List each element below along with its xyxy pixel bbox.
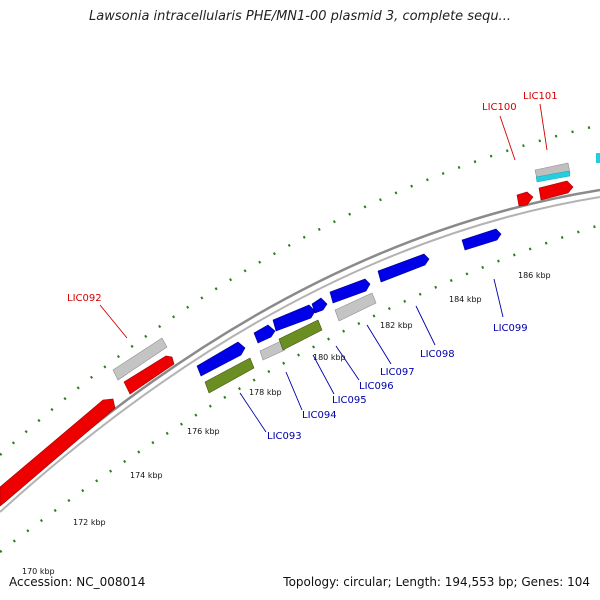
- feature-blue-2[interactable]: [253, 324, 276, 344]
- feature-blue-7[interactable]: [461, 228, 502, 251]
- leader-lic101: [539, 103, 548, 151]
- feature-blue-5[interactable]: [329, 278, 371, 304]
- leader-lic098: [415, 305, 436, 346]
- leader-lic096: [335, 345, 360, 381]
- scale-label-174: 174 kbp: [130, 471, 163, 480]
- feature-lic092-red[interactable]: [123, 355, 175, 395]
- topology-summary: Topology: circular; Length: 194,553 bp; …: [283, 575, 590, 589]
- backbone-outer: [0, 188, 600, 506]
- feature-lic101-red[interactable]: [538, 180, 574, 201]
- scale-label-172: 172 kbp: [73, 518, 106, 527]
- gene-label-lic094[interactable]: LIC094: [302, 410, 337, 421]
- gene-label-lic093[interactable]: LIC093: [267, 431, 302, 442]
- feature-green-1[interactable]: [204, 357, 255, 394]
- feature-blue-1[interactable]: [196, 341, 246, 377]
- gene-label-lic095[interactable]: LIC095: [332, 395, 367, 406]
- scale-label-178: 178 kbp: [249, 388, 282, 397]
- leader-lic093: [239, 392, 267, 433]
- leader-lic097: [366, 324, 392, 365]
- feature-lic101-cyan[interactable]: [535, 170, 571, 183]
- gene-label-lic092[interactable]: LIC092: [67, 293, 102, 304]
- accession-label: Accession: NC_008014: [9, 575, 146, 589]
- feature-blue-6[interactable]: [377, 253, 430, 283]
- leader-lic100: [499, 115, 516, 161]
- inner-tick-track: [0, 223, 600, 553]
- outer-tick-track: [0, 123, 600, 456]
- scale-label-184: 184 kbp: [449, 295, 482, 304]
- leader-lic099: [493, 278, 504, 318]
- feature-edge-cyan[interactable]: [596, 153, 600, 163]
- scale-label-180: 180 kbp: [313, 353, 346, 362]
- leader-lic095: [312, 354, 335, 395]
- feature-lic101-gray[interactable]: [534, 162, 571, 180]
- gene-label-lic098[interactable]: LIC098: [420, 349, 455, 360]
- scale-label-182: 182 kbp: [380, 321, 413, 330]
- map-title: Lawsonia intracellularis PHE/MN1-00 plas…: [89, 9, 511, 24]
- feature-green-2[interactable]: [278, 319, 323, 351]
- gene-label-lic099[interactable]: LIC099: [493, 323, 528, 334]
- leader-lic092: [99, 304, 128, 339]
- scale-label-170: 170 kbp: [22, 567, 55, 576]
- feature-blue-3[interactable]: [272, 304, 316, 332]
- gene-label-lic097[interactable]: LIC097: [380, 367, 415, 378]
- feature-gray-1[interactable]: [259, 340, 286, 361]
- gene-label-lic096[interactable]: LIC096: [359, 381, 394, 392]
- backbone-inner: [0, 196, 600, 513]
- scale-label-176: 176 kbp: [187, 427, 220, 436]
- feature-lic092-gray[interactable]: [112, 337, 168, 381]
- feature-gray-2[interactable]: [334, 292, 377, 322]
- leader-lic094: [285, 371, 303, 411]
- gene-label-lic101[interactable]: LIC101: [523, 91, 558, 102]
- feature-red-long[interactable]: [0, 398, 116, 507]
- feature-blue-4[interactable]: [311, 297, 328, 314]
- scale-label-186: 186 kbp: [518, 271, 551, 280]
- feature-lic100-red[interactable]: [516, 191, 534, 207]
- gene-label-lic100[interactable]: LIC100: [482, 102, 517, 113]
